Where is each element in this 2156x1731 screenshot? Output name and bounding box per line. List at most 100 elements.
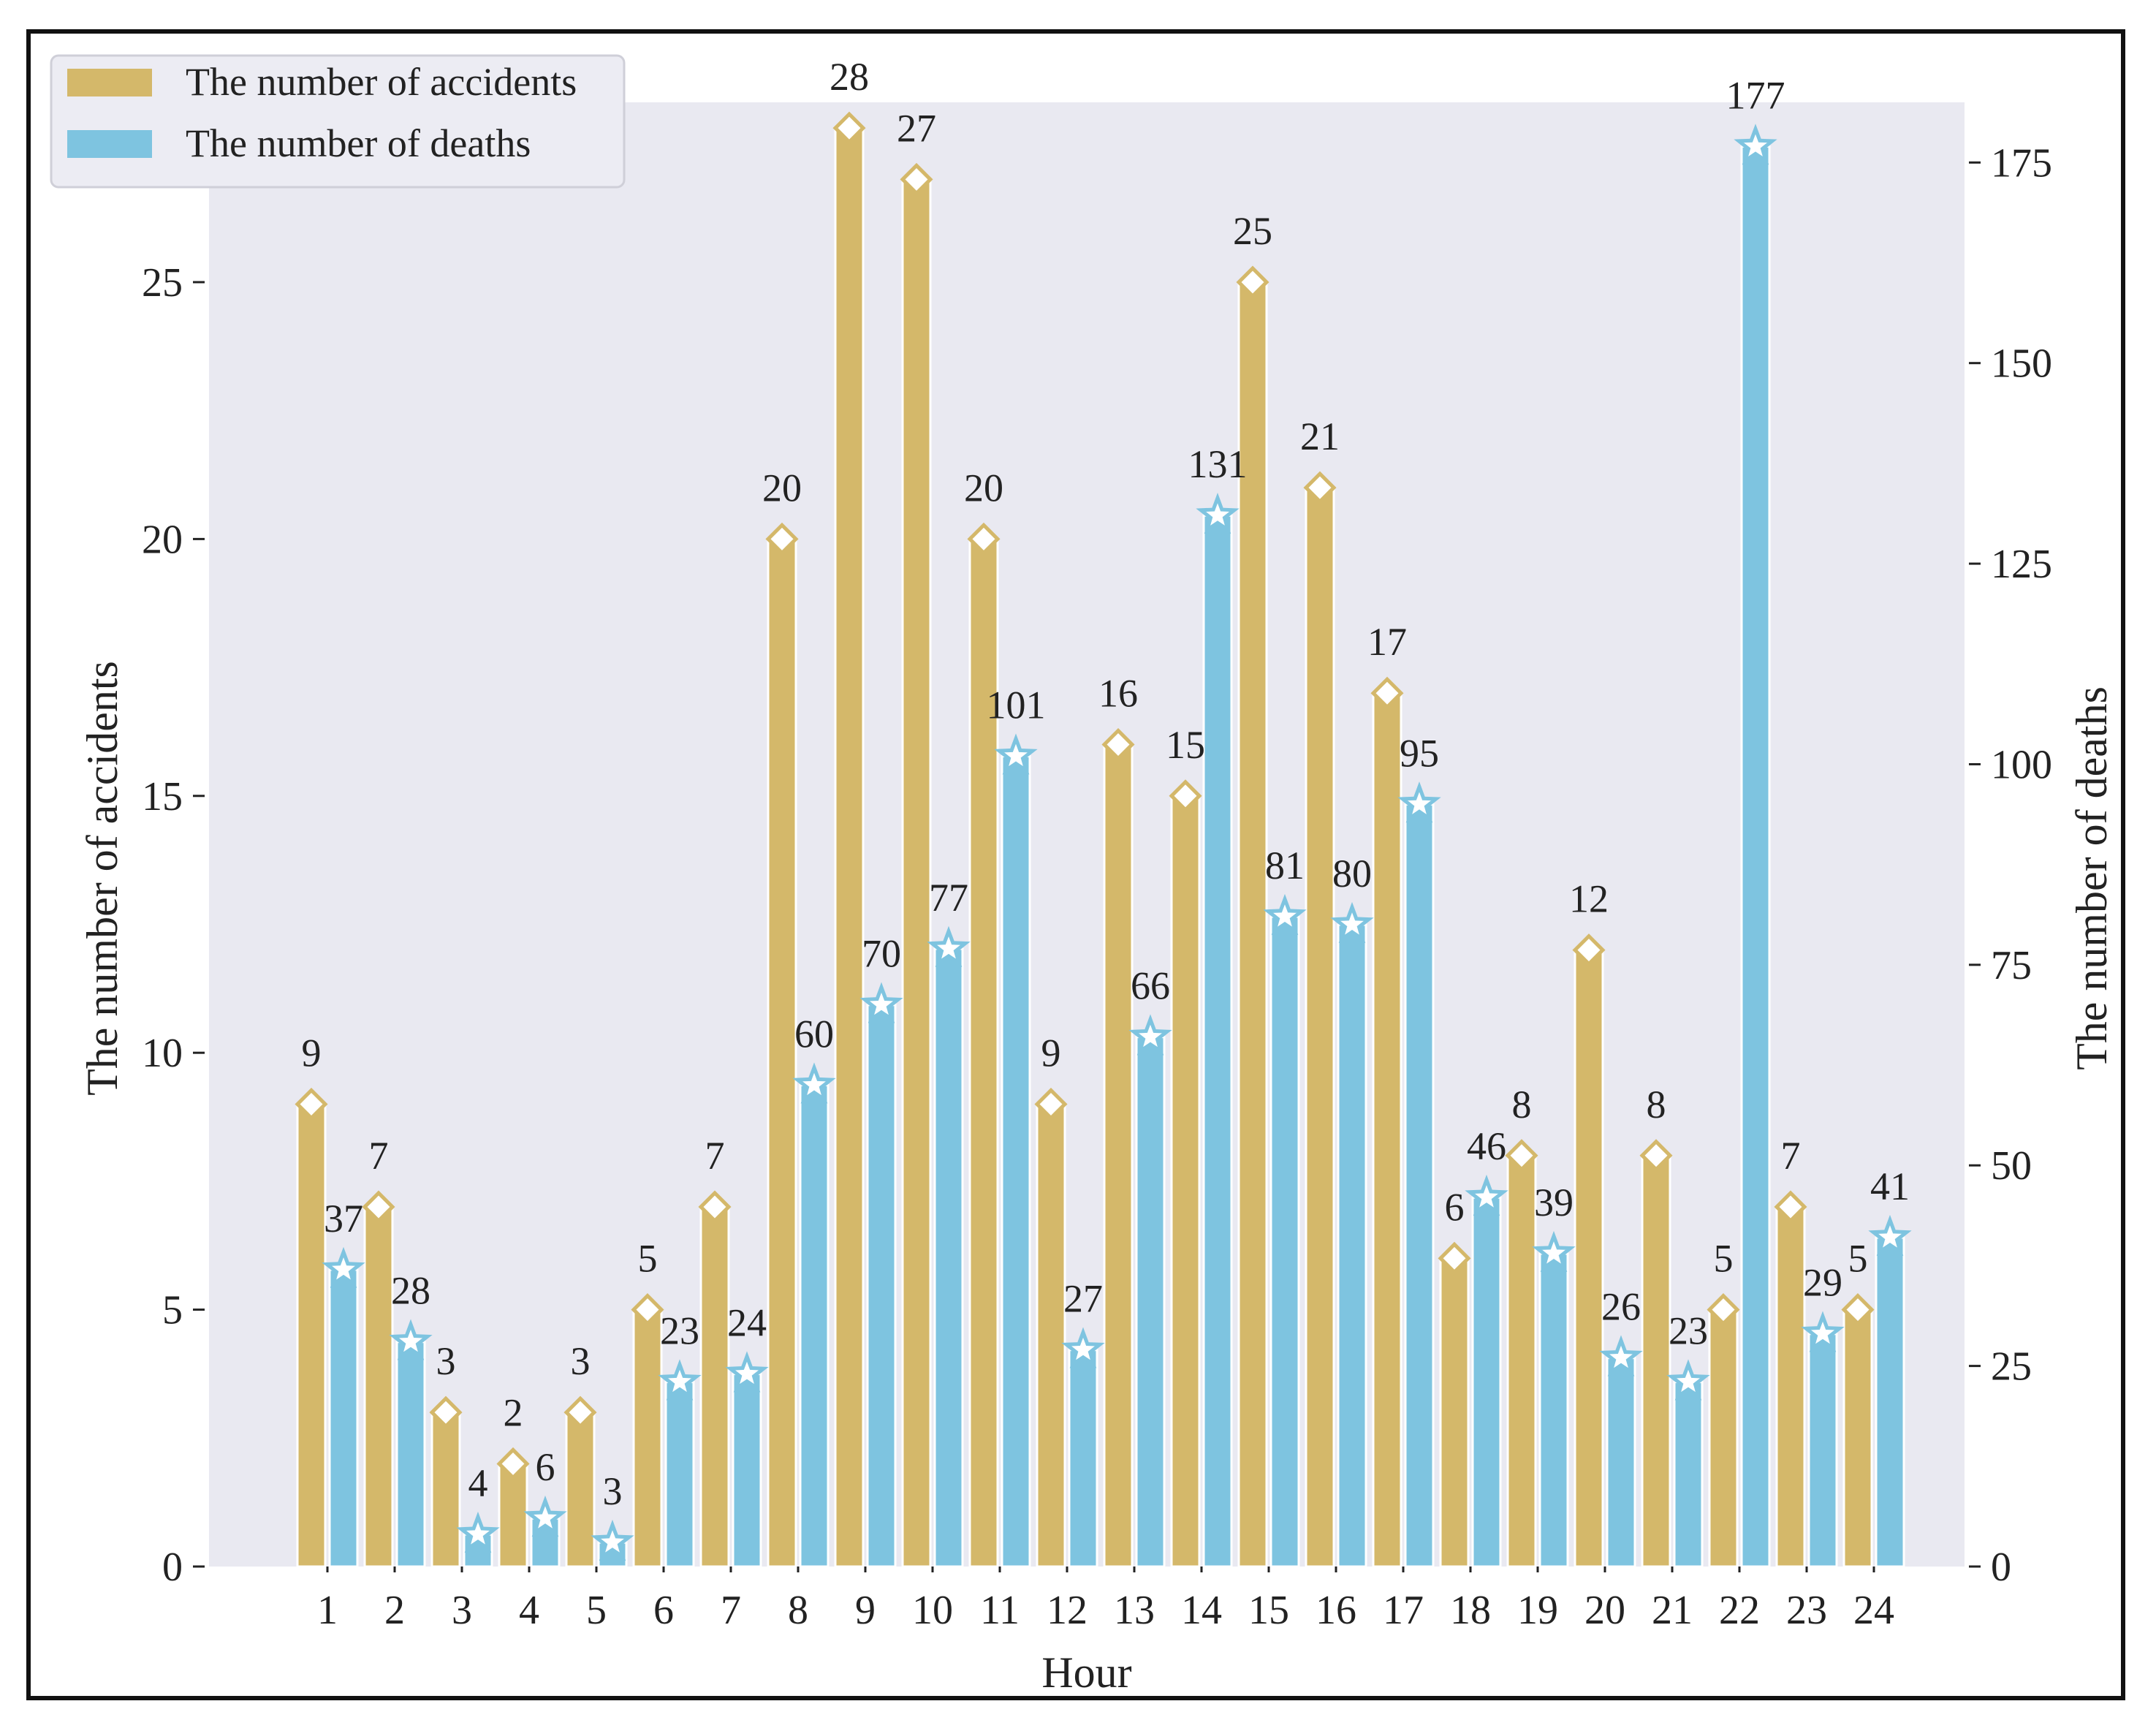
bar-deaths-9: [866, 1004, 897, 1568]
data-label-accidents-22: 5: [1714, 1237, 1734, 1281]
marker-accidents-19: [1505, 1139, 1538, 1173]
bar-deaths-24: [1875, 1236, 1905, 1568]
marker-accidents-14: [1169, 779, 1202, 813]
x-tick-label-13: 13: [1114, 1588, 1155, 1633]
bar-accidents-23: [1775, 1205, 1806, 1568]
y-right-tick-label-25: 25: [1991, 1344, 2032, 1390]
legend: The number of accidents The number of de…: [50, 54, 626, 189]
data-label-accidents-23: 7: [1781, 1134, 1801, 1178]
marker-accidents-8: [765, 522, 799, 556]
data-label-accidents-19: 8: [1512, 1083, 1532, 1126]
bar-accidents-4: [498, 1462, 528, 1568]
bar-accidents-22: [1708, 1308, 1739, 1568]
data-label-deaths-18: 46: [1467, 1124, 1506, 1168]
bar-accidents-5: [565, 1411, 596, 1568]
data-label-accidents-18: 6: [1445, 1185, 1465, 1229]
marker-accidents-7: [698, 1190, 732, 1224]
x-tick-label-7: 7: [721, 1588, 741, 1633]
bar-deaths-13: [1135, 1036, 1166, 1568]
y-left-tick-label-0: 0: [162, 1545, 183, 1590]
data-label-deaths-14: 131: [1188, 442, 1248, 486]
x-tick-label-19: 19: [1517, 1588, 1558, 1633]
marker-deaths-13: [1128, 1014, 1172, 1056]
marker-deaths-10: [927, 925, 971, 968]
marker-accidents-4: [496, 1447, 530, 1480]
data-label-accidents-10: 27: [897, 106, 936, 150]
bar-accidents-1: [296, 1102, 327, 1568]
bar-deaths-1: [328, 1268, 359, 1568]
bar-accidents-16: [1305, 486, 1335, 1568]
bar-deaths-12: [1068, 1349, 1098, 1568]
y-right-tick-label-50: 50: [1991, 1143, 2032, 1189]
data-label-accidents-16: 21: [1300, 414, 1340, 458]
x-axis-title: Hour: [1041, 1648, 1131, 1697]
marker-accidents-23: [1774, 1190, 1807, 1224]
bar-accidents-18: [1439, 1257, 1470, 1568]
marker-deaths-7: [725, 1351, 769, 1393]
y-right-tick-label-175: 175: [1991, 140, 2052, 186]
marker-accidents-1: [295, 1087, 328, 1121]
data-label-deaths-2: 28: [391, 1269, 430, 1313]
data-label-accidents-5: 3: [571, 1339, 591, 1383]
data-label-deaths-3: 4: [468, 1461, 488, 1505]
data-label-accidents-20: 12: [1569, 877, 1609, 921]
bar-deaths-10: [933, 947, 964, 1568]
marker-accidents-2: [362, 1190, 395, 1224]
x-tick-label-15: 15: [1248, 1588, 1289, 1633]
bar-deaths-21: [1673, 1381, 1704, 1568]
bar-accidents-19: [1506, 1154, 1537, 1568]
y-axis-left-title: The number of accidents: [78, 661, 126, 1096]
x-tick-label-10: 10: [912, 1588, 953, 1633]
x-tick-label-20: 20: [1584, 1588, 1625, 1633]
marker-deaths-15: [1263, 893, 1307, 936]
x-tick-label-21: 21: [1652, 1588, 1693, 1633]
data-label-deaths-1: 37: [324, 1197, 363, 1241]
marker-accidents-6: [631, 1293, 664, 1327]
marker-deaths-18: [1465, 1174, 1508, 1216]
bar-deaths-6: [664, 1381, 695, 1568]
data-label-deaths-20: 26: [1601, 1285, 1641, 1329]
bar-deaths-8: [799, 1083, 830, 1568]
marker-accidents-3: [429, 1395, 463, 1429]
y-left-tick-label-10: 10: [142, 1031, 183, 1076]
x-tick-label-14: 14: [1181, 1588, 1222, 1633]
data-label-accidents-6: 5: [638, 1237, 658, 1281]
marker-accidents-21: [1639, 1139, 1673, 1173]
x-tick-label-23: 23: [1786, 1588, 1827, 1633]
y-right-tick-label-0: 0: [1991, 1545, 2011, 1590]
y-left-tick-label-5: 5: [162, 1288, 183, 1333]
data-label-deaths-24: 41: [1870, 1164, 1910, 1208]
marker-deaths-22: [1734, 124, 1777, 165]
marker-accidents-20: [1572, 933, 1606, 967]
data-label-deaths-8: 60: [794, 1012, 834, 1056]
x-tick-label-24: 24: [1853, 1588, 1894, 1633]
data-label-accidents-12: 9: [1041, 1031, 1061, 1075]
bar-deaths-18: [1471, 1196, 1502, 1568]
data-label-deaths-4: 6: [536, 1445, 555, 1489]
data-label-deaths-9: 70: [862, 932, 901, 976]
marker-deaths-16: [1330, 901, 1374, 944]
bar-deaths-16: [1337, 923, 1367, 1568]
marker-deaths-23: [1801, 1311, 1845, 1352]
marker-accidents-13: [1101, 727, 1135, 762]
bar-accidents-12: [1036, 1102, 1066, 1568]
x-tick-label-3: 3: [452, 1588, 472, 1633]
marker-deaths-17: [1397, 781, 1441, 823]
data-label-deaths-7: 24: [727, 1301, 767, 1345]
marker-accidents-22: [1707, 1293, 1740, 1327]
bar-accidents-10: [901, 178, 932, 1568]
marker-accidents-16: [1303, 471, 1337, 504]
bar-deaths-15: [1269, 915, 1300, 1568]
marker-accidents-5: [563, 1395, 597, 1429]
data-label-accidents-17: 17: [1367, 620, 1407, 664]
marker-deaths-3: [456, 1511, 500, 1553]
x-tick-label-12: 12: [1047, 1588, 1088, 1633]
bar-deaths-19: [1538, 1252, 1569, 1568]
legend-swatch-accidents: [67, 69, 152, 96]
x-tick-label-17: 17: [1383, 1588, 1424, 1633]
legend-label-deaths: The number of deaths: [186, 121, 531, 165]
bar-deaths-17: [1404, 803, 1435, 1568]
data-label-accidents-24: 5: [1848, 1237, 1868, 1281]
x-tick-label-5: 5: [586, 1588, 607, 1633]
